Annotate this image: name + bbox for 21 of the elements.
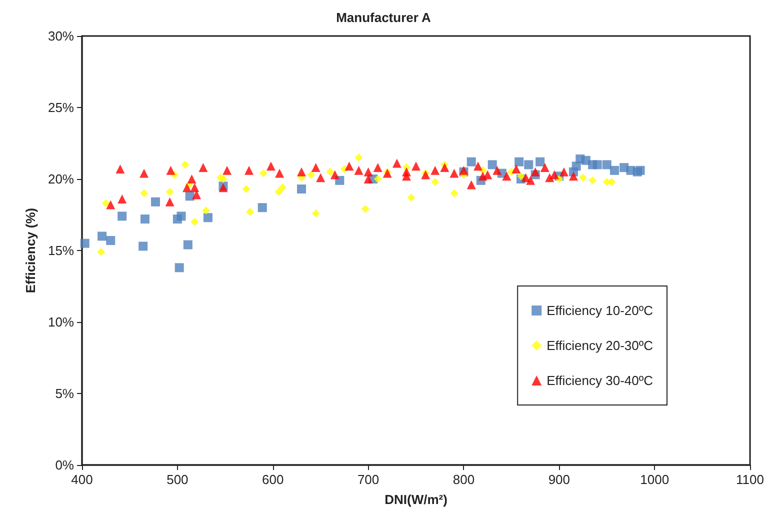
x-tick-label: 1100 (736, 472, 764, 487)
y-tick-label: 10% (48, 314, 74, 330)
x-tick-label: 800 (452, 472, 475, 487)
legend-label: Efficiency 30-40ºC (546, 373, 654, 388)
y-axis-title: Efficiency (%) (23, 208, 38, 294)
x-tick-label: 700 (357, 472, 380, 487)
x-axis-title: DNI(W/m²) (384, 492, 448, 507)
x-tick-label: 900 (548, 472, 570, 487)
x-tick-label: 500 (166, 472, 188, 487)
y-tick-label: 0% (55, 458, 74, 472)
y-tick-label: 25% (48, 100, 74, 115)
y-tick-label: 5% (55, 386, 74, 401)
x-tick-label: 600 (262, 472, 284, 487)
x-tick-label: 1000 (640, 472, 670, 487)
y-tick-label: 15% (48, 243, 74, 258)
legend-label: Efficiency 20-30ºC (546, 338, 654, 353)
y-tick-label: 30% (48, 28, 74, 44)
y-tick-label: 20% (48, 172, 74, 186)
legend-label: Efficiency 10-20ºC (546, 303, 654, 318)
chart-title: Manufacturer A (336, 10, 432, 25)
x-tick-label: 400 (71, 472, 93, 487)
